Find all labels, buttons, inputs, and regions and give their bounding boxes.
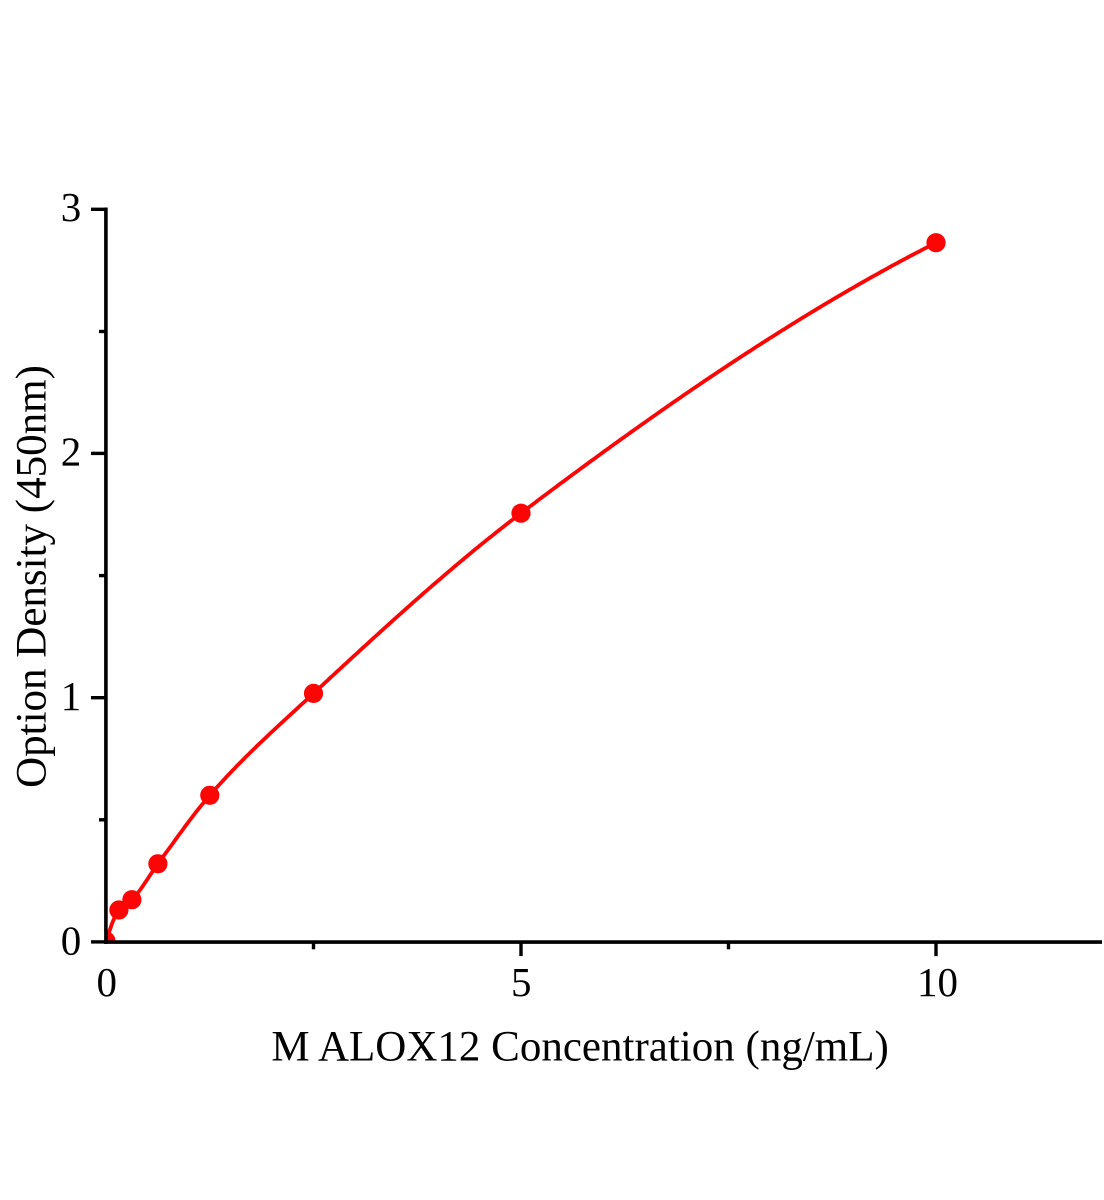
svg-text:5: 5 xyxy=(511,959,532,1005)
svg-text:Option Density (450nm): Option Density (450nm) xyxy=(8,365,55,788)
svg-text:3: 3 xyxy=(61,184,82,230)
svg-text:10: 10 xyxy=(917,959,958,1005)
svg-text:2: 2 xyxy=(61,428,82,474)
svg-text:0: 0 xyxy=(97,959,118,1005)
svg-text:0: 0 xyxy=(61,917,82,963)
svg-text:1: 1 xyxy=(61,673,82,719)
svg-text:M ALOX12 Concentration (ng/mL): M ALOX12 Concentration (ng/mL) xyxy=(271,1024,888,1071)
